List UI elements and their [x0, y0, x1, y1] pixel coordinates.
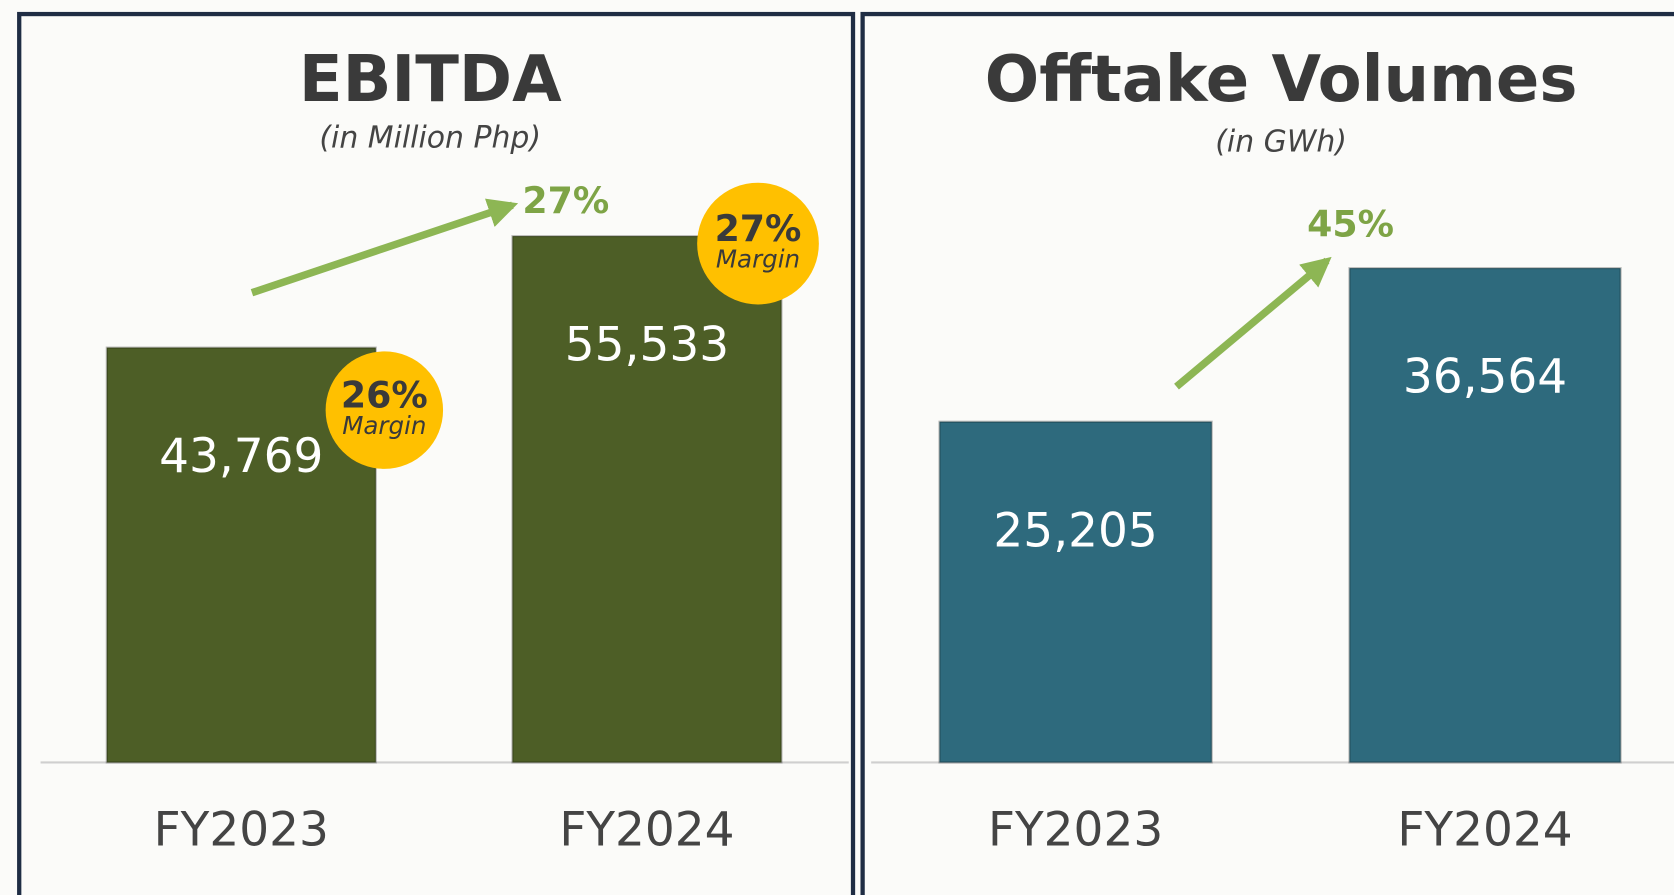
growth-arrow	[1174, 256, 1332, 390]
margin-label: 26%	[341, 373, 428, 416]
growth-label: 27%	[522, 179, 609, 222]
value-label: 43,769	[159, 429, 323, 484]
value-label: 55,533	[565, 318, 729, 373]
bar	[511, 235, 783, 764]
growth-label: 45%	[1307, 203, 1394, 246]
margin-badge	[325, 351, 444, 469]
bar	[1348, 267, 1622, 764]
value-label: 25,205	[993, 503, 1157, 558]
chart-subtitle: (in GWh)	[1215, 125, 1347, 160]
growth-arrow	[250, 198, 519, 297]
panel-border	[17, 11, 856, 895]
margin-badge	[697, 182, 819, 305]
x-tick-label: FY2024	[1397, 802, 1572, 857]
margin-label: 27%	[715, 207, 802, 250]
x-tick-label: FY2023	[154, 802, 329, 857]
x-tick-label: FY2023	[988, 802, 1163, 857]
x-tick-label: FY2024	[559, 802, 734, 857]
panel-border	[860, 11, 1674, 895]
value-label: 36,564	[1403, 350, 1567, 405]
chart-title: Offtake Volumes	[985, 43, 1578, 117]
bar	[938, 420, 1213, 764]
margin-caption: Margin	[342, 411, 426, 440]
chart-title: EBITDA	[299, 43, 562, 117]
chart-subtitle: (in Million Php)	[319, 120, 541, 155]
margin-caption: Margin	[716, 245, 800, 274]
